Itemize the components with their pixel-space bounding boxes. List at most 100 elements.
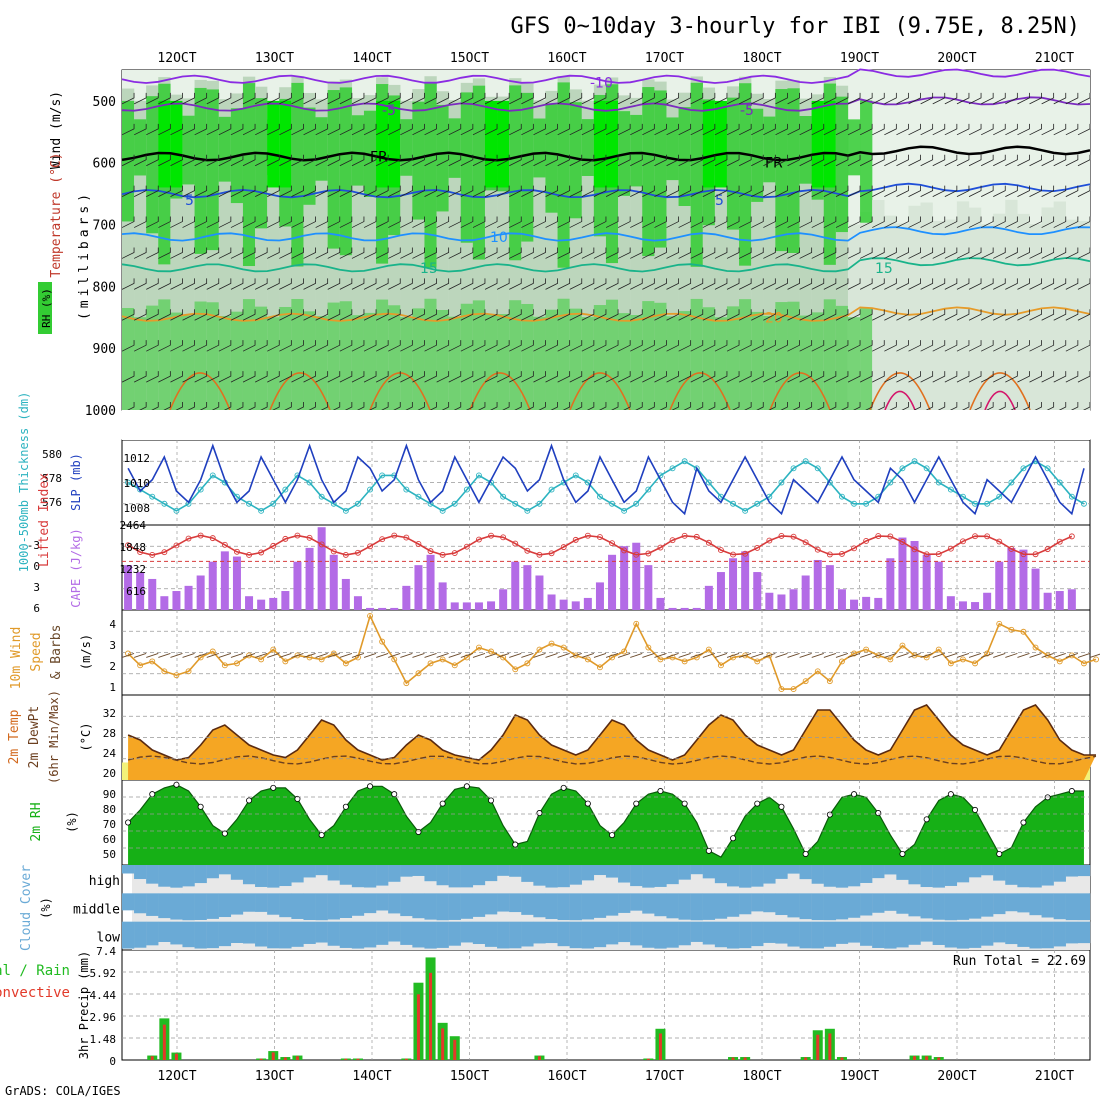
wind-barb — [424, 371, 437, 383]
wind-barb — [678, 154, 692, 167]
precip-tick: 0 — [109, 1055, 116, 1068]
wind-barb — [267, 185, 280, 197]
wind-barb — [920, 247, 934, 259]
wind-barb — [436, 123, 450, 136]
wind-barb — [968, 371, 982, 383]
x-tick-bottom: 18OCT — [742, 1069, 781, 1084]
rh-green-low — [121, 308, 135, 410]
lifted-index-point — [947, 545, 954, 552]
wind-barb — [678, 216, 692, 228]
wind-barb — [847, 123, 861, 136]
wind-barb — [158, 92, 171, 105]
wind-barb — [291, 216, 304, 228]
wind-speed-point — [185, 668, 192, 675]
precip-conv-bar — [271, 1052, 275, 1060]
wind-barb — [375, 92, 389, 105]
hot-contour — [884, 390, 916, 411]
wind-barb — [242, 309, 256, 321]
wind-barb — [388, 123, 401, 136]
wind-barb — [375, 247, 389, 259]
cloud-cell — [436, 921, 449, 948]
wind-barb-10m — [267, 653, 280, 658]
wind-barb — [194, 278, 208, 290]
rh2m-point — [996, 850, 1003, 857]
wind-barb — [738, 216, 752, 228]
cloud-cell — [291, 865, 304, 883]
cloud-cell — [618, 893, 631, 913]
wind-barb — [859, 92, 873, 105]
cloud-row-label: low — [97, 931, 121, 946]
wind-barb-10m — [545, 653, 558, 658]
wind-barb — [363, 92, 377, 105]
wind-barb-10m — [206, 653, 219, 658]
lifted-index-point — [972, 533, 978, 540]
wind-barb — [569, 247, 583, 259]
rh-green-low — [799, 315, 812, 410]
wind-barb — [932, 371, 946, 383]
wind-barb — [654, 92, 667, 105]
wind-barb — [835, 92, 849, 105]
cloud-cell — [412, 893, 425, 919]
cape-bar — [293, 561, 302, 610]
x-tick-top: 15OCT — [450, 51, 489, 66]
wind-barb — [872, 216, 885, 228]
wind-barb — [799, 216, 813, 228]
cloud-cell — [1029, 865, 1042, 888]
wind-barb — [1005, 371, 1018, 383]
wind-barb — [1065, 247, 1079, 259]
wind-barb — [630, 371, 643, 383]
rh-green-low — [267, 317, 280, 410]
wind-barb — [242, 278, 256, 290]
wind-speed-point — [403, 680, 410, 687]
wind-barb — [509, 278, 522, 290]
cloud-cell — [1077, 921, 1091, 944]
wind-barb — [424, 216, 437, 228]
contour-label: 5 — [185, 193, 194, 209]
wind-barb — [617, 340, 631, 352]
lifted-index-point — [1020, 551, 1027, 558]
wind-barb-10m — [630, 653, 643, 658]
level-tick: 1000 — [85, 404, 116, 419]
wind-barb — [242, 185, 256, 197]
wind-barb — [920, 123, 934, 136]
wind-barb — [267, 247, 280, 259]
wind-barb — [859, 247, 873, 259]
wind-barb — [363, 123, 377, 136]
wind-barb — [339, 92, 353, 105]
wind-barb — [339, 340, 353, 352]
rh-tick: 90 — [103, 788, 116, 801]
cape-bar — [559, 599, 568, 610]
wind-barb — [279, 309, 292, 321]
cloud-cell — [823, 921, 837, 947]
rh-green-cell — [351, 115, 365, 186]
wind-barb — [291, 371, 304, 383]
wind-speed-point — [693, 654, 700, 661]
contour-label: 15 — [875, 261, 893, 277]
cloud-cell — [363, 893, 377, 914]
wind-speed-point — [863, 646, 870, 653]
wind-barb — [133, 309, 147, 321]
wind-barb-10m — [1041, 653, 1054, 658]
rh-green-low — [412, 308, 425, 410]
wind-barb — [799, 154, 813, 167]
x-tick-top: 20OCT — [937, 51, 976, 66]
wind-barb — [944, 123, 958, 136]
wind-barb-10m — [412, 653, 425, 658]
cape-bar — [353, 596, 362, 610]
wind-barb — [412, 309, 425, 321]
wind-barb — [1005, 123, 1018, 136]
wind-barb — [557, 247, 571, 259]
wind-barb — [968, 123, 982, 136]
wind-barb — [1029, 123, 1042, 136]
wind-barb — [569, 123, 583, 136]
wind-barb — [146, 92, 159, 105]
wind-barb-10m — [146, 653, 159, 658]
cape-bar — [499, 589, 508, 610]
wind-speed-point — [899, 642, 906, 649]
wind-barb — [557, 123, 571, 136]
wind-barb — [678, 278, 692, 290]
prec-frame — [121, 949, 1091, 1061]
wind-barb — [146, 371, 159, 383]
wind-barb — [569, 216, 583, 228]
wind-barb — [920, 371, 934, 383]
